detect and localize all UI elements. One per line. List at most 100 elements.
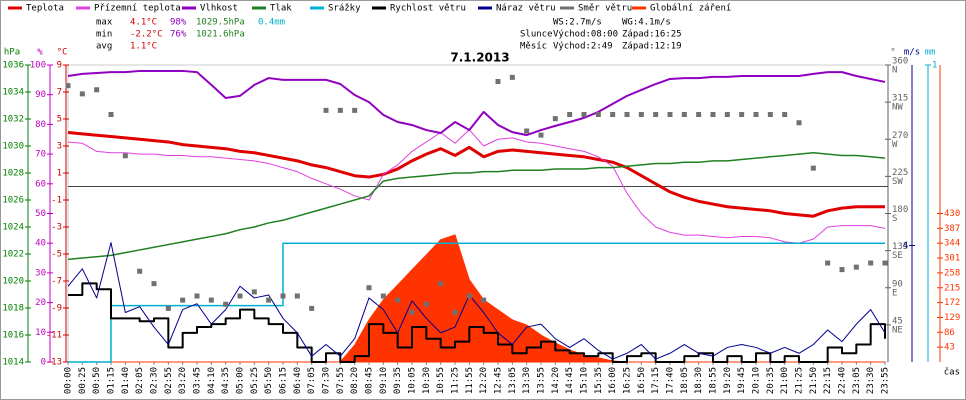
series-line bbox=[67, 129, 886, 244]
stat-wind: WG:4.1m/s bbox=[622, 18, 671, 28]
x-tick-label: 17:15 bbox=[651, 367, 661, 394]
x-tick-label: 23:05 bbox=[852, 367, 862, 394]
x-tick-label: 16:00 bbox=[608, 367, 618, 394]
x-tick-label: 12:20 bbox=[479, 367, 489, 394]
y-tick-label: -1 bbox=[51, 196, 62, 206]
y-tick-label: 258 bbox=[944, 268, 960, 278]
direction-marker bbox=[380, 293, 386, 299]
direction-marker bbox=[452, 310, 458, 315]
x-tick-label: 08:45 bbox=[365, 367, 375, 394]
compass-label: S bbox=[892, 214, 897, 224]
direction-marker bbox=[696, 112, 702, 117]
x-tick-label: 10:05 bbox=[408, 367, 418, 394]
y-tick-label: 5 bbox=[57, 115, 62, 125]
y-tick-label: 1016 bbox=[2, 331, 24, 341]
x-tick-label: 13:05 bbox=[508, 367, 518, 394]
y-tick-label: 30 bbox=[35, 268, 46, 278]
direction-marker bbox=[868, 260, 874, 266]
legend-label: Směr větru bbox=[578, 4, 632, 14]
stat-value: 98% bbox=[170, 18, 187, 28]
direction-marker bbox=[208, 297, 214, 303]
x-tick-label: 16:50 bbox=[637, 367, 647, 394]
y-tick-label: 10 bbox=[35, 328, 46, 338]
y-tick-label: 1 bbox=[57, 169, 62, 179]
axis-title: ° bbox=[890, 48, 895, 58]
x-tick-label: 19:45 bbox=[737, 367, 747, 394]
y-tick-label: 1036 bbox=[2, 61, 24, 71]
direction-marker bbox=[753, 112, 759, 117]
y-tick-label: 1030 bbox=[2, 142, 24, 152]
compass-label: N bbox=[892, 66, 897, 76]
stat-value: 0.4mm bbox=[258, 18, 285, 28]
x-tick-label: 13:55 bbox=[537, 367, 547, 394]
direction-marker bbox=[810, 165, 816, 171]
stat-astro: Východ:2:49 bbox=[553, 42, 613, 52]
x-tick-label: 23:30 bbox=[866, 367, 876, 394]
axis-title: mm bbox=[925, 48, 936, 58]
y-tick-label: 4 bbox=[903, 241, 908, 251]
y-tick-label: 135 bbox=[892, 242, 908, 252]
direction-marker bbox=[624, 112, 630, 117]
x-tick-label: 00:00 bbox=[64, 367, 74, 394]
x-tick-label: 05:00 bbox=[236, 367, 246, 394]
direction-marker bbox=[323, 107, 329, 113]
stat-value: 1021.6hPa bbox=[196, 30, 245, 40]
y-tick-label: 70 bbox=[35, 150, 46, 160]
y-tick-label: 301 bbox=[944, 254, 960, 264]
x-tick-label: 06:15 bbox=[279, 367, 289, 394]
direction-marker bbox=[653, 112, 659, 117]
direction-marker bbox=[495, 79, 501, 84]
compass-label: NW bbox=[892, 103, 903, 113]
x-tick-label: 08:20 bbox=[350, 367, 360, 394]
x-tick-label: 13:30 bbox=[522, 367, 532, 394]
x-tick-label: 07:05 bbox=[307, 367, 317, 394]
direction-marker bbox=[108, 112, 114, 117]
y-tick-label: 1 bbox=[932, 61, 937, 71]
x-tick-label: 05:25 bbox=[250, 367, 260, 394]
direction-marker bbox=[223, 301, 229, 307]
x-tick-label: 21:25 bbox=[795, 367, 805, 394]
direction-marker bbox=[409, 310, 415, 315]
x-tick-label: 02:30 bbox=[150, 367, 160, 394]
x-tick-label: 01:40 bbox=[121, 367, 131, 394]
direction-marker bbox=[165, 305, 171, 311]
y-tick-label: 60 bbox=[35, 179, 46, 189]
legend-label: Náraz větru bbox=[496, 4, 556, 14]
y-tick-label: -7 bbox=[51, 277, 62, 287]
direction-marker bbox=[882, 260, 888, 266]
y-tick-label: 1014 bbox=[2, 358, 24, 368]
x-axis-label: čas bbox=[944, 367, 960, 378]
direction-marker bbox=[423, 301, 429, 307]
axis-title: °C bbox=[57, 48, 68, 58]
y-tick-label: 270 bbox=[892, 131, 908, 141]
direction-marker bbox=[395, 297, 401, 303]
direction-marker bbox=[337, 107, 343, 113]
y-tick-label: 9 bbox=[57, 61, 62, 71]
direction-marker bbox=[681, 112, 687, 117]
y-tick-label: 1022 bbox=[2, 250, 24, 260]
y-tick-label: -11 bbox=[46, 331, 62, 341]
stat-wind: WS:2.7m/s bbox=[553, 18, 602, 28]
x-tick-label: 03:45 bbox=[193, 367, 203, 394]
y-tick-label: 40 bbox=[35, 239, 46, 249]
direction-marker bbox=[151, 281, 157, 287]
x-tick-label: 10:55 bbox=[436, 367, 446, 394]
compass-label: SE bbox=[892, 251, 903, 261]
stat-astro: Západ:12:19 bbox=[622, 42, 682, 52]
x-tick-label: 03:20 bbox=[178, 367, 188, 394]
x-tick-label: 17:40 bbox=[666, 367, 676, 394]
y-tick-label: 1032 bbox=[2, 115, 24, 125]
stat-value: max bbox=[96, 18, 113, 28]
compass-label: SW bbox=[892, 177, 903, 187]
y-tick-label: 43 bbox=[944, 343, 955, 353]
stat-astro: Východ:08:00 bbox=[553, 30, 618, 40]
y-tick-label: 344 bbox=[944, 239, 960, 249]
y-tick-label: 172 bbox=[944, 298, 960, 308]
series-line bbox=[67, 152, 886, 261]
direction-marker bbox=[94, 87, 100, 93]
x-tick-label: 02:55 bbox=[164, 367, 174, 394]
y-tick-label: 20 bbox=[35, 298, 46, 308]
x-tick-label: 11:55 bbox=[465, 367, 475, 394]
chart-title: 7.1.2013 bbox=[450, 51, 509, 65]
